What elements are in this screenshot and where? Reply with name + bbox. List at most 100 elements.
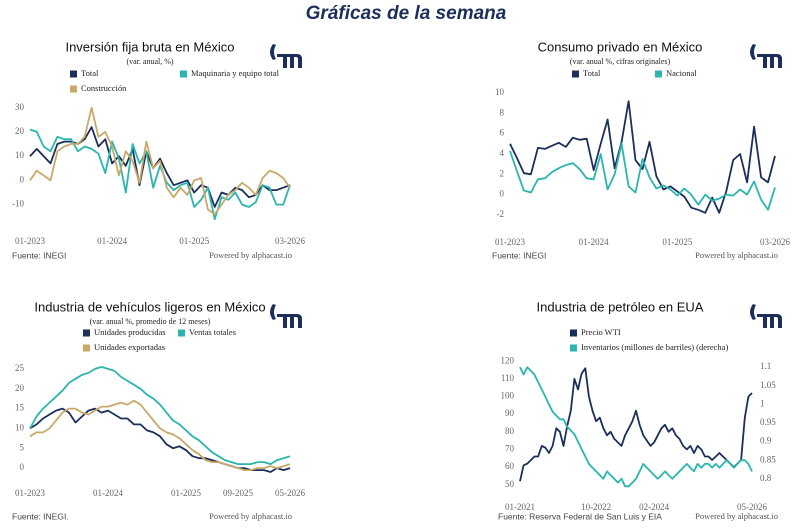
x-tick-label: 01-2023	[495, 237, 525, 247]
y-tick-label: 25	[15, 363, 25, 373]
page-title: Gráficas de la semana	[306, 3, 507, 24]
series-line	[29, 399, 291, 472]
y-tick-label: -2	[497, 209, 505, 219]
y-tick-label: 20	[15, 383, 25, 393]
x-tick-label: 03-2026	[760, 237, 790, 247]
x-tick-label: 01-2023	[15, 488, 45, 498]
legend-label: Inventarios (millones de barriles) (dere…	[581, 342, 728, 352]
credit: Powered by alphacast.io	[695, 250, 778, 260]
y-tick-label: 2	[500, 168, 505, 178]
y-tick-label: 6	[500, 128, 505, 138]
legend-swatch	[655, 70, 662, 78]
chart-subtitle: (var. anual %, cifras originales)	[570, 57, 671, 66]
y-tick-label: 60	[505, 461, 515, 471]
x-tick-label: 10-2022	[581, 502, 611, 512]
series-line	[519, 366, 753, 488]
y-tick-label: 0	[20, 462, 25, 472]
series-line	[29, 365, 291, 466]
y2-tick-label: 1.05	[760, 380, 776, 390]
chart-title: Consumo privado en México	[538, 39, 703, 54]
series-line	[29, 128, 291, 221]
y-tick-label: 30	[15, 102, 25, 112]
y2-tick-label: 0.85	[760, 454, 776, 464]
y-tick-label: 15	[15, 403, 25, 413]
legend-label: Construcción	[81, 83, 127, 93]
chart-subtitle: (var. anual, %)	[126, 57, 173, 66]
x-tick-label: 01-2025	[662, 237, 692, 247]
legend-label: Total	[583, 68, 601, 78]
legend-label: Ventas totales	[189, 327, 236, 337]
y-tick-label: 120	[501, 355, 515, 365]
source-note: Fuente: INEGI	[12, 250, 66, 260]
y-tick-label: 20	[15, 126, 25, 136]
legend-swatch	[83, 344, 90, 352]
legend-swatch	[572, 70, 579, 78]
source-note: Fuente: INEGI	[492, 250, 546, 260]
legend-label: Nacional	[666, 68, 697, 78]
series-line	[509, 100, 776, 214]
x-tick-label: 01-2023	[15, 236, 45, 246]
legend-label: Maquinaria y equipo total	[191, 68, 280, 78]
y-tick-label: 4	[500, 148, 505, 158]
legend-label: Precio WTI	[581, 327, 621, 337]
y2-tick-label: 0.8	[760, 473, 772, 483]
chart-title: Industria de petróleo en EUA	[537, 299, 704, 314]
x-tick-label: 01-2025	[171, 488, 201, 498]
y2-tick-label: 1.1	[760, 361, 771, 371]
y-tick-label: 50	[505, 479, 515, 489]
y2-tick-label: 1	[760, 398, 765, 408]
credit: Powered by alphacast.io	[695, 511, 778, 521]
chart-title: Inversión fija bruta en México	[65, 39, 234, 54]
chart-title: Industria de vehículos ligeros en México	[34, 299, 265, 314]
x-tick-label: 01-2024	[93, 488, 123, 498]
y-tick-label: 110	[501, 373, 515, 383]
x-tick-label: 05-2026	[737, 502, 767, 512]
y-tick-label: 90	[505, 408, 515, 418]
y-tick-label: 5	[20, 442, 25, 452]
x-tick-label: 09-2025	[223, 488, 253, 498]
legend-swatch	[570, 329, 577, 337]
y-tick-label: 10	[495, 87, 505, 97]
credit: Powered by alphacast.io	[209, 511, 292, 521]
y-tick-label: 0	[500, 189, 505, 199]
x-tick-label: 01-2025	[179, 236, 209, 246]
y-tick-label: 100	[501, 391, 515, 401]
y2-tick-label: 0.9	[760, 436, 772, 446]
series-line	[29, 407, 291, 473]
series-line	[519, 367, 753, 482]
x-tick-label: 01-2024	[97, 236, 127, 246]
y-tick-label: 70	[505, 444, 515, 454]
legend-swatch	[83, 329, 90, 337]
logo	[270, 44, 302, 68]
legend-swatch	[70, 70, 77, 78]
y-tick-label: 0	[20, 174, 25, 184]
legend-label: Unidades producidas	[94, 327, 166, 337]
legend-swatch	[570, 344, 577, 352]
y2-tick-label: 0.95	[760, 417, 776, 427]
series-line	[29, 106, 291, 216]
source-note: Fuente: Reserva Federal de San Luis y EI…	[498, 511, 662, 521]
legend-swatch	[178, 329, 185, 337]
logo	[270, 304, 302, 328]
y-tick-label: 10	[15, 422, 25, 432]
x-tick-label: 05-2026	[275, 488, 305, 498]
y-tick-label: 10	[15, 150, 25, 160]
chart-subtitle: (var. anual %, promedio de 12 meses)	[90, 317, 211, 326]
source-note: Fuente: INEGI.	[12, 511, 69, 521]
x-tick-label: 01-2021	[505, 502, 535, 512]
legend-label: Unidades exportadas	[94, 342, 165, 352]
legend-swatch	[180, 70, 187, 78]
logo	[750, 304, 782, 328]
y-tick-label: -10	[12, 199, 24, 209]
legend-label: Total	[81, 68, 99, 78]
x-tick-label: 01-2024	[579, 237, 609, 247]
y-tick-label: 8	[500, 107, 505, 117]
legend-swatch	[70, 85, 77, 93]
series-line	[509, 142, 776, 211]
x-tick-label: 02-2024	[639, 502, 669, 512]
logo	[750, 44, 782, 68]
x-tick-label: 03-2026	[275, 236, 305, 246]
y-tick-label: 80	[505, 426, 515, 436]
credit: Powered by alphacast.io	[209, 250, 292, 260]
